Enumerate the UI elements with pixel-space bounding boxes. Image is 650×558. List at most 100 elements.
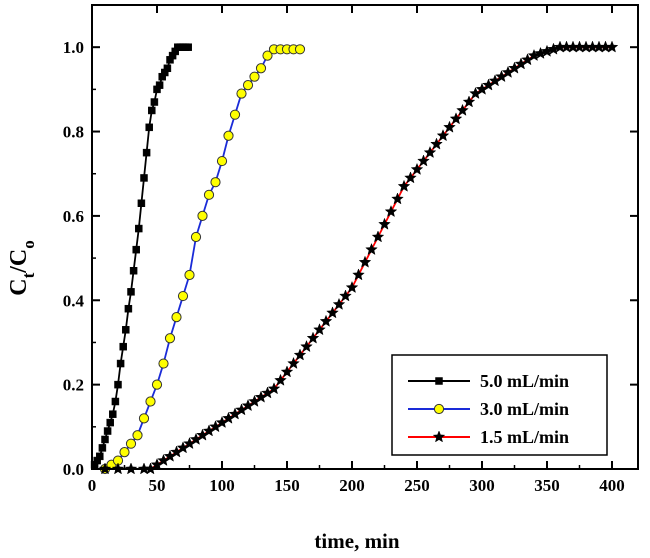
data-point bbox=[605, 40, 619, 53]
legend-label: 1.5 mL/min bbox=[480, 427, 569, 447]
data-point bbox=[122, 326, 130, 334]
data-point bbox=[203, 189, 215, 200]
data-point bbox=[397, 179, 411, 192]
data-point bbox=[345, 280, 359, 294]
series-line bbox=[93, 46, 189, 466]
legend: 5.0 mL/min 3.0 mL/min 1.5 mL/min bbox=[391, 354, 608, 456]
data-point bbox=[103, 427, 112, 435]
data-point bbox=[109, 410, 117, 418]
data-point bbox=[210, 177, 221, 188]
data-point bbox=[423, 145, 437, 159]
data-point bbox=[127, 288, 135, 296]
x-tick-label: 50 bbox=[149, 476, 166, 495]
data-point bbox=[436, 129, 450, 142]
series-2 bbox=[98, 40, 619, 475]
data-point bbox=[163, 64, 172, 73]
data-point bbox=[137, 199, 146, 208]
data-point bbox=[319, 314, 333, 327]
data-point bbox=[106, 418, 114, 427]
data-point bbox=[177, 290, 189, 302]
series-0 bbox=[90, 43, 192, 469]
legend-label: 5.0 mL/min bbox=[480, 371, 569, 391]
data-point bbox=[125, 438, 137, 449]
data-point bbox=[116, 359, 125, 368]
data-point bbox=[96, 452, 104, 461]
data-point bbox=[339, 289, 352, 302]
x-tick-label: 400 bbox=[599, 476, 625, 495]
x-tick-label: 150 bbox=[274, 476, 300, 495]
data-point bbox=[135, 224, 143, 233]
data-point bbox=[119, 447, 130, 458]
data-point bbox=[249, 71, 260, 82]
data-point bbox=[140, 174, 148, 182]
data-point bbox=[190, 231, 202, 243]
data-point bbox=[280, 365, 294, 378]
legend-swatch-marker bbox=[435, 377, 443, 385]
legend-swatch-marker bbox=[432, 430, 446, 443]
data-point bbox=[150, 98, 159, 106]
data-point bbox=[132, 245, 140, 254]
data-point bbox=[371, 230, 385, 243]
data-point bbox=[98, 444, 107, 452]
data-point bbox=[129, 266, 138, 275]
data-point bbox=[138, 413, 150, 424]
data-point bbox=[216, 155, 228, 167]
y-tick-label: 1.0 bbox=[63, 38, 84, 57]
data-point bbox=[242, 80, 254, 91]
y-tick-label: 0.2 bbox=[63, 376, 84, 395]
x-tick-label: 200 bbox=[339, 476, 365, 495]
data-point bbox=[300, 339, 313, 353]
legend-swatch-marker bbox=[433, 403, 445, 415]
x-tick-label: 300 bbox=[469, 476, 495, 495]
data-point bbox=[119, 342, 127, 351]
legend-item: 5.0 mL/min bbox=[408, 371, 569, 391]
data-point bbox=[358, 255, 372, 268]
data-point bbox=[352, 268, 365, 281]
data-point bbox=[267, 382, 281, 395]
data-point bbox=[293, 348, 307, 361]
data-point bbox=[456, 103, 469, 116]
y-tick-label: 0.0 bbox=[63, 460, 84, 479]
data-point bbox=[101, 435, 109, 444]
data-point bbox=[145, 123, 153, 132]
data-point bbox=[430, 137, 443, 150]
y-axis-title-c: C bbox=[6, 278, 32, 295]
axis-layer: 0 50 100 150 200 250 300 350 400 0.0 0.2 0.4 0.6 0.8 1… bbox=[63, 4, 639, 495]
data-point bbox=[151, 379, 163, 390]
plot-frame bbox=[91, 4, 639, 470]
data-point bbox=[124, 304, 133, 313]
data-point bbox=[404, 171, 417, 184]
data-point bbox=[417, 154, 430, 167]
data-point bbox=[262, 50, 273, 61]
data-point bbox=[184, 269, 195, 281]
data-point bbox=[384, 205, 398, 218]
data-point bbox=[111, 397, 120, 406]
data-point bbox=[287, 356, 300, 369]
data-point bbox=[236, 88, 247, 99]
data-point bbox=[142, 148, 151, 157]
data-point bbox=[171, 312, 182, 323]
legend-label: 3.0 mL/min bbox=[480, 399, 569, 419]
data-point bbox=[155, 81, 164, 89]
data-point bbox=[184, 43, 192, 51]
data-point bbox=[274, 373, 287, 386]
x-tick-label: 0 bbox=[88, 476, 97, 495]
data-point bbox=[164, 333, 176, 344]
data-point bbox=[148, 106, 156, 115]
y-tick-label: 0.4 bbox=[63, 291, 85, 310]
y-axis-title-mid: /C bbox=[6, 249, 32, 274]
data-point bbox=[197, 210, 208, 222]
y-axis-title: Ct/Co bbox=[6, 240, 38, 296]
data-point bbox=[229, 109, 241, 120]
series-layer bbox=[90, 40, 619, 475]
legend-item: 3.0 mL/min bbox=[408, 399, 569, 419]
data-point bbox=[365, 242, 378, 256]
data-point bbox=[158, 358, 169, 369]
data-point bbox=[332, 297, 346, 310]
x-tick-label: 350 bbox=[534, 476, 560, 495]
data-point bbox=[145, 396, 156, 407]
data-point bbox=[306, 331, 320, 344]
data-point bbox=[443, 120, 456, 133]
data-point bbox=[391, 192, 404, 205]
